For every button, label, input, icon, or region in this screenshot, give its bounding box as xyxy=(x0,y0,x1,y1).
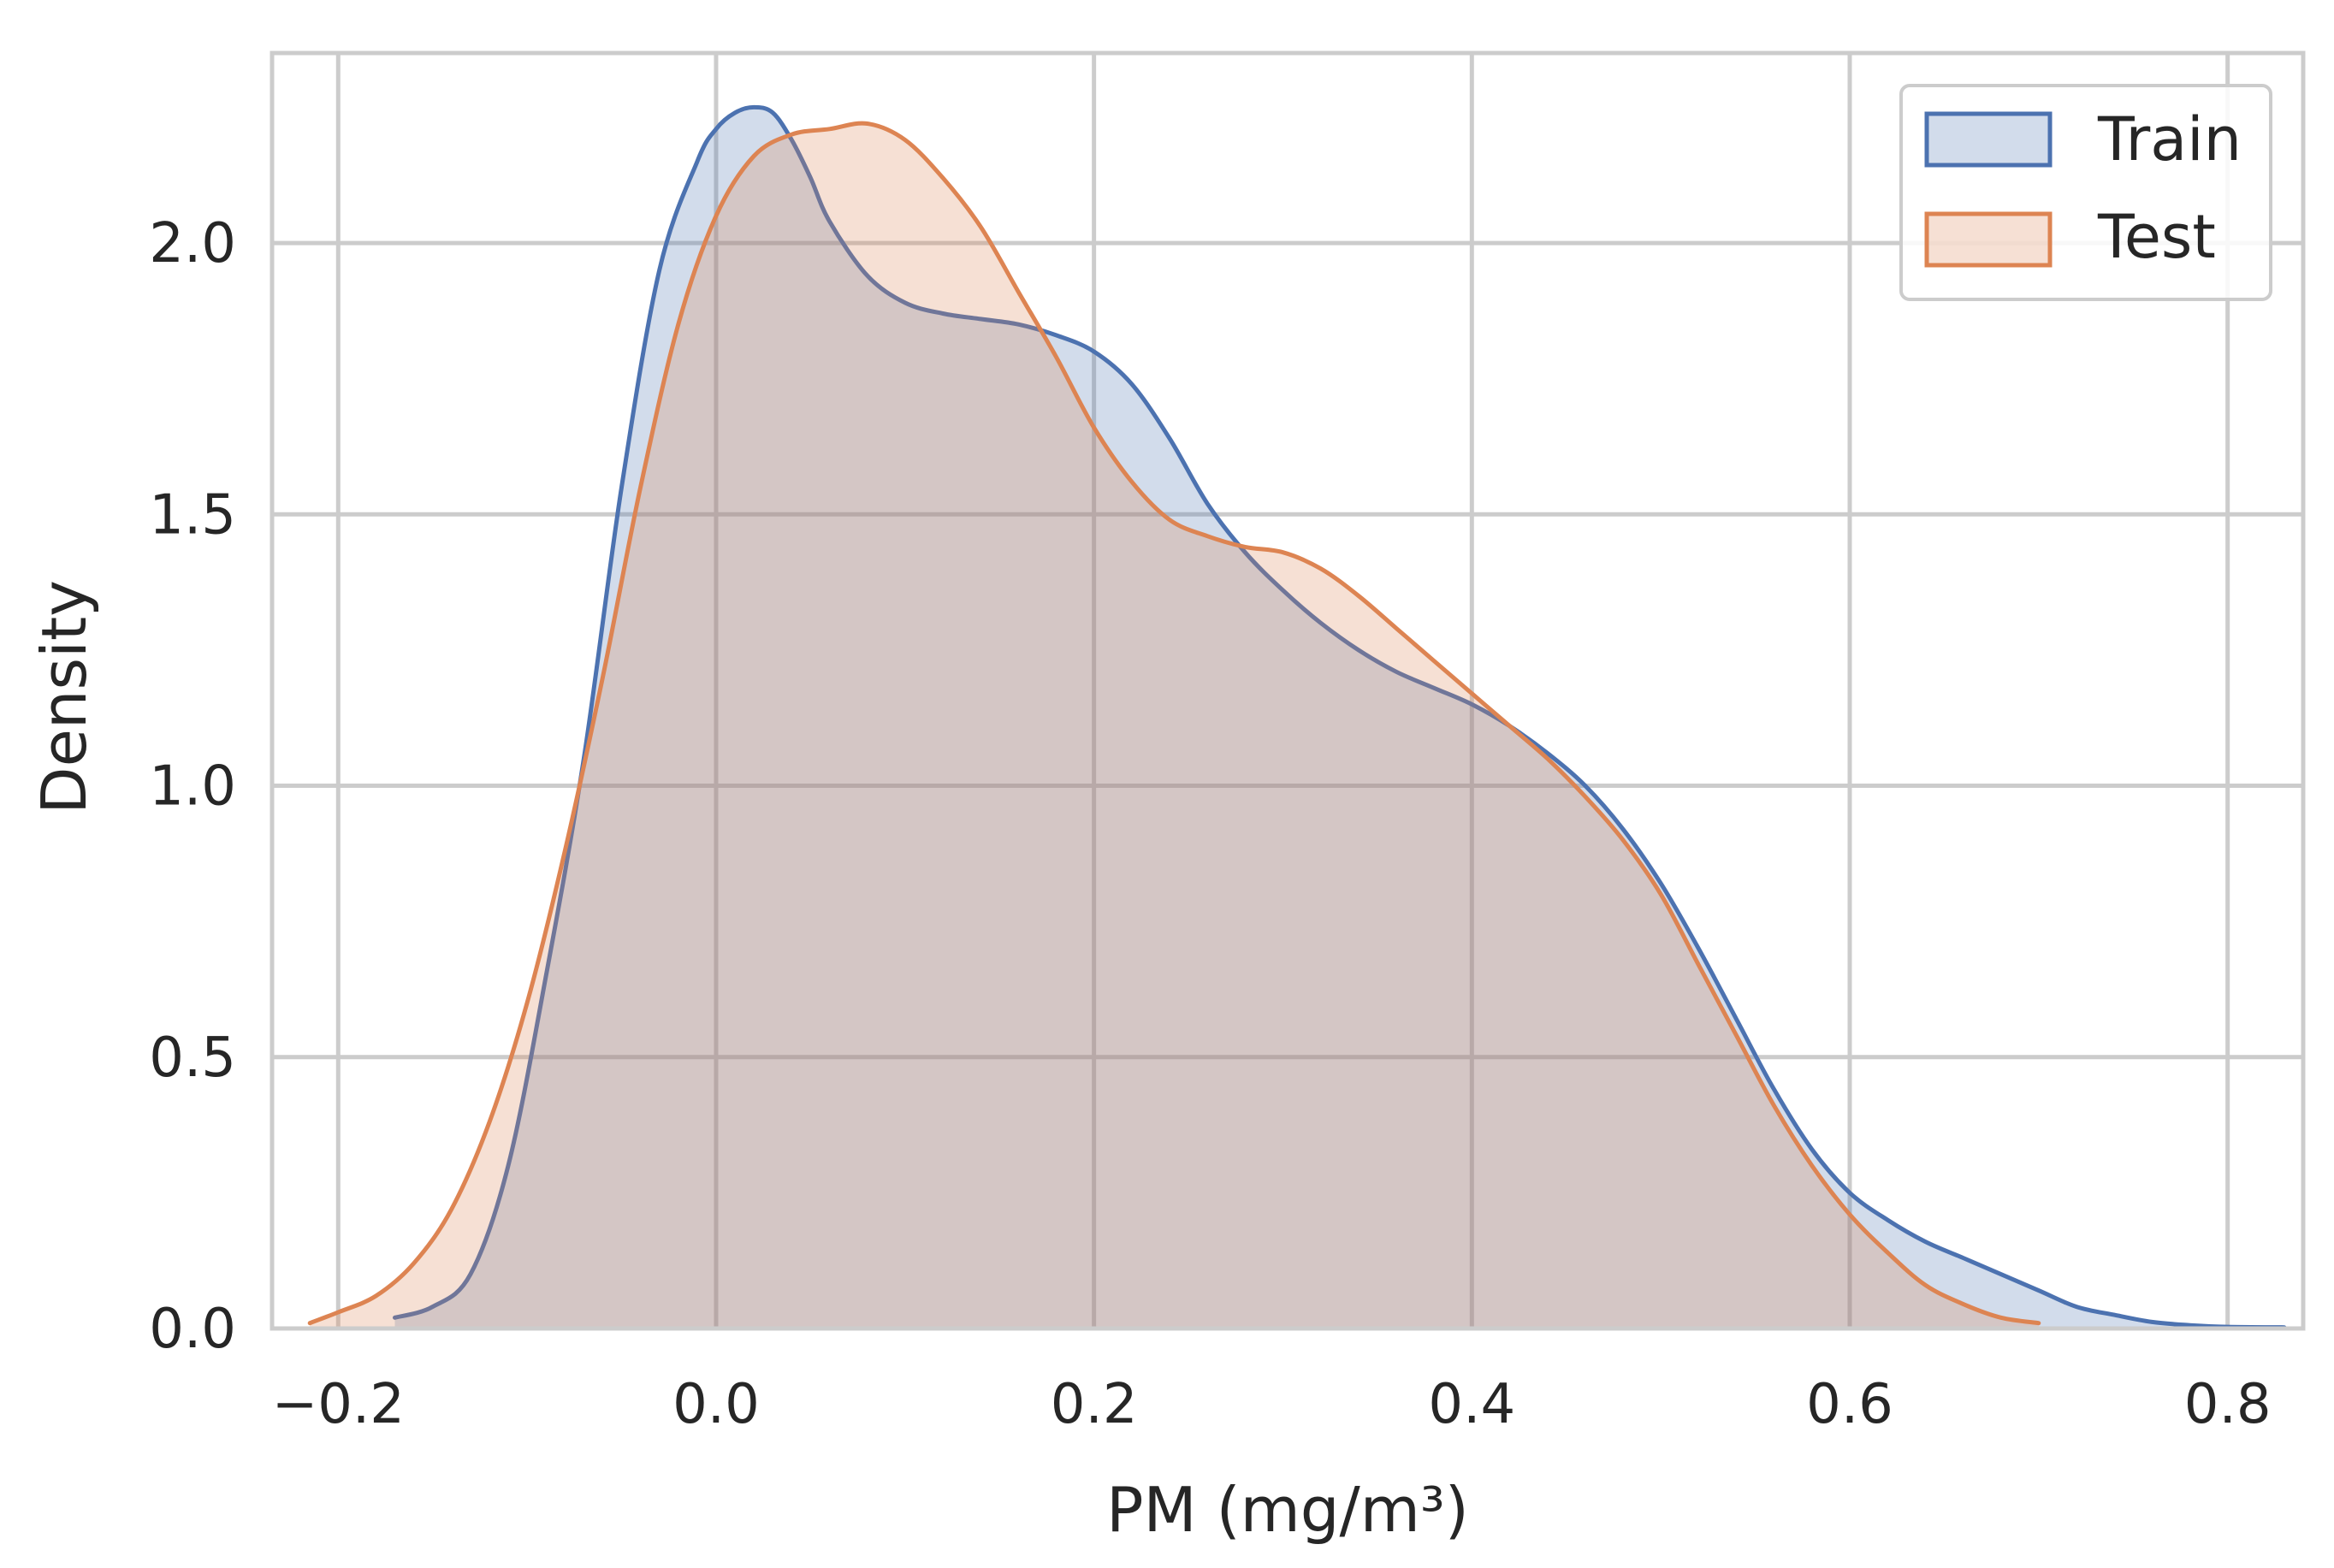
series-layer xyxy=(307,104,2287,1330)
legend-frame xyxy=(1899,84,2272,301)
x-tick-label: 0.0 xyxy=(672,1373,760,1436)
legend: Train Test xyxy=(1899,84,2272,301)
x-tick-labels: −0.2 0.0 0.2 0.4 0.6 0.8 xyxy=(272,1373,2272,1436)
x-tick-label: 0.4 xyxy=(1428,1373,1515,1436)
density-line-train xyxy=(393,104,2287,1330)
x-tick-label: 0.6 xyxy=(1806,1373,1893,1436)
density-area-train xyxy=(394,107,2284,1328)
legend-label-train: Train xyxy=(2097,104,2242,175)
y-axis-title: Density xyxy=(28,580,100,814)
density-line-test xyxy=(307,121,2041,1326)
plot-frame xyxy=(270,50,2306,1331)
y-tick-label: 2.0 xyxy=(149,212,236,275)
legend-swatch-test xyxy=(1924,211,2053,268)
x-tick-label: 0.8 xyxy=(2184,1373,2272,1436)
y-tick-labels: 0.0 0.5 1.0 1.5 2.0 xyxy=(149,212,236,1361)
y-tick-label: 0.5 xyxy=(149,1027,236,1090)
y-tick-label: 1.0 xyxy=(149,755,236,819)
legend-swatch-train xyxy=(1924,111,2053,168)
x-tick-label: 0.2 xyxy=(1051,1373,1138,1436)
x-axis-title: PM (mg/m³) xyxy=(1106,1474,1469,1546)
y-tick-label: 1.5 xyxy=(149,483,236,547)
x-tick-label: −0.2 xyxy=(272,1373,405,1436)
density-area-test xyxy=(310,123,2039,1328)
y-tick-label: 0.0 xyxy=(149,1298,236,1361)
legend-label-test: Test xyxy=(2097,202,2216,272)
